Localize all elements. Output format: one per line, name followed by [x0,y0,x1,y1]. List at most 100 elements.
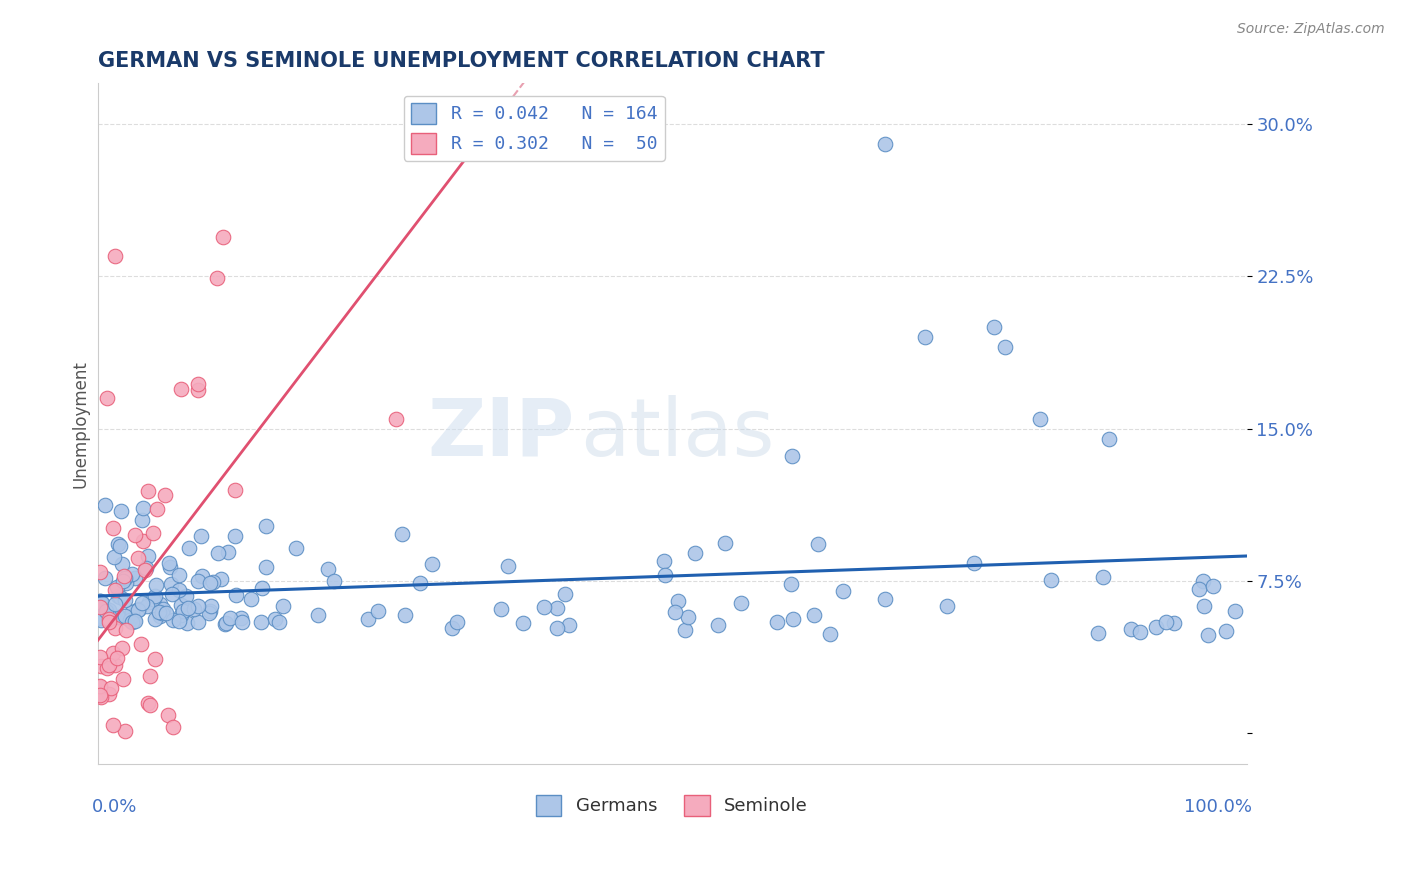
Point [97,612,120,626]
Point [170,598,193,612]
Point [780,449,803,463]
Point [107,537,129,551]
Point [187,615,209,630]
Point [187,599,209,613]
Point [136,483,159,498]
Point [101,646,124,660]
Point [673,623,696,637]
Point [441,621,464,635]
Point [121,605,143,619]
Point [128,602,150,616]
Text: Source: ZipAtlas.com: Source: ZipAtlas.com [1237,22,1385,37]
Point [121,566,143,581]
Point [780,576,803,591]
Point [103,549,125,564]
Point [150,607,173,621]
Point [935,599,957,614]
Text: GERMAN VS SEMINOLE UNEMPLOYMENT CORRELATION CHART: GERMAN VS SEMINOLE UNEMPLOYMENT CORRELAT… [97,51,824,70]
Point [111,557,134,571]
Point [224,483,246,497]
Point [96,661,118,675]
Point [962,557,984,571]
Point [496,558,519,573]
Point [114,608,136,623]
Point [267,615,290,629]
Point [122,613,145,627]
Point [1197,628,1219,642]
Point [254,560,277,574]
Point [654,568,676,582]
Point [217,545,239,559]
Point [89,565,111,579]
Point [107,610,129,624]
Point [1225,604,1247,618]
Point [1144,620,1167,634]
Point [94,498,117,512]
Point [114,571,136,585]
Point [391,526,413,541]
Point [104,582,127,597]
Point [131,513,153,527]
Point [174,590,197,604]
Point [512,615,534,630]
Point [89,599,111,614]
Point [152,602,174,616]
Point [143,612,166,626]
Point [134,563,156,577]
Point [90,690,112,704]
Point [818,627,841,641]
Point [100,681,122,696]
Point [108,539,131,553]
Point [252,581,274,595]
Point [1163,615,1185,630]
Point [135,561,157,575]
Point [446,615,468,629]
Point [155,607,177,621]
Point [162,587,184,601]
Point [170,607,193,622]
Point [98,615,121,629]
Point [89,593,111,607]
Point [554,586,576,600]
Text: ZIP: ZIP [427,395,575,473]
Point [98,608,121,623]
Point [153,488,176,502]
Point [121,615,143,630]
Point [110,504,132,518]
Point [143,652,166,666]
Point [136,599,159,614]
Point [142,591,165,606]
Point [385,411,408,425]
Point [96,391,118,405]
Point [875,592,897,607]
Point [131,596,153,610]
Point [138,696,160,710]
Point [105,651,128,665]
Point [714,536,737,550]
Point [198,604,221,618]
Point [1188,582,1211,597]
Point [107,589,129,603]
Point [264,612,287,626]
Point [190,528,212,542]
Point [132,533,155,548]
Point [101,718,124,732]
Point [90,613,112,627]
Point [179,541,201,556]
Point [111,640,134,655]
Point [103,521,125,535]
Point [157,556,180,570]
Point [124,528,146,542]
Point [139,668,162,682]
Point [145,577,167,591]
Point [546,621,568,635]
Point [177,601,200,615]
Text: atlas: atlas [581,395,775,473]
Point [97,603,120,617]
Point [138,594,160,608]
Point [1039,573,1062,587]
Point [323,574,346,588]
Point [156,708,179,723]
Point [229,611,252,625]
Point [1119,622,1142,636]
